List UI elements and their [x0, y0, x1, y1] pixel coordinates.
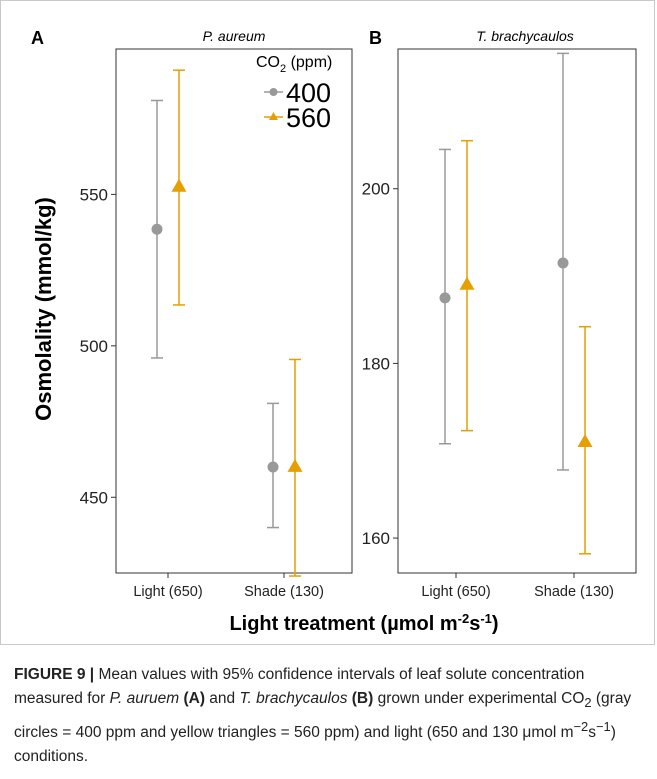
panel-a-ytick-label-1: 500: [80, 337, 108, 356]
panel-b-series-400-0-point: [439, 292, 451, 304]
panel-b-xtick-label-1: Shade (130): [534, 584, 614, 600]
figure-caption: FIGURE 9 | Mean values with 95% confiden…: [14, 663, 644, 769]
figure-panel: Osmolality (mmol/kg) Light treatment (µm…: [0, 0, 655, 645]
legend-400-label: 400: [286, 78, 331, 108]
panel-b-series-560-0-point: [459, 276, 475, 290]
caption-panel-a-ref: (A): [179, 690, 205, 707]
panel-b-series-400-1-point: [557, 257, 569, 269]
caption-species-2: T. brachycaulos: [239, 690, 348, 707]
caption-text-4: (gray circles = 400 ppm and yellow trian…: [14, 690, 632, 742]
legend-title: CO2 (ppm): [256, 54, 332, 75]
panel-a-series-560-1-point: [287, 458, 303, 472]
panel-a-plot-area: [115, 48, 353, 574]
caption-text-1: Mean values with 95% confidence interval…: [14, 666, 585, 707]
legend-item-560: 560: [264, 103, 331, 133]
panel-a-xtick-label-0: Light (650): [133, 584, 202, 600]
panel-a-label: A: [31, 28, 44, 48]
panel-a-series-400-1-point: [267, 461, 279, 473]
caption-text-6: s: [588, 724, 596, 742]
caption-text-2: and: [204, 690, 240, 707]
panel-a-title: P. aureum: [203, 28, 266, 44]
panel-b-ytick-label-2: 200: [362, 180, 390, 199]
panel-b-label: B: [369, 28, 382, 48]
panel-b-series-560-1-point: [577, 433, 593, 447]
caption-text-5: mol m: [531, 724, 574, 742]
caption-text-7: ) conditions.: [14, 724, 616, 766]
caption-mu: μ: [522, 724, 532, 742]
caption-text-3: grown under experimental CO: [373, 690, 585, 707]
panel-a-series-560-0-point: [171, 178, 187, 192]
x-axis-label: Light treatment (µmol m-2s-1): [229, 611, 498, 635]
legend-560-label: 560: [286, 103, 331, 133]
panel-b-plot-area: [397, 48, 637, 574]
panel-b-title: T. brachycaulos: [476, 28, 574, 44]
legend-item-400: 400: [264, 78, 331, 108]
panel-b-ytick-label-1: 180: [362, 354, 390, 373]
legend-560-triangle-icon: [269, 112, 278, 120]
caption-panel-b-ref: (B): [347, 690, 374, 707]
panel-b-ytick-label-0: 160: [362, 529, 390, 548]
legend: CO2 (ppm) 400 560: [256, 54, 332, 133]
legend-400-circle-icon: [269, 88, 278, 96]
caption-figure-label: FIGURE 9 |: [14, 666, 95, 683]
panel-a-series-400-0-point: [151, 223, 163, 235]
panel-a-xtick-label-1: Shade (130): [244, 584, 324, 600]
caption-sup-m2: −2: [573, 719, 589, 735]
panel-a: A P. aureum 450 500 550 Light (650) Shade (1…: [31, 28, 353, 600]
caption-sup-m1: −1: [595, 719, 611, 735]
chart-figure: Osmolality (mmol/kg) Light treatment (µm…: [31, 28, 637, 635]
panel-b: B T. brachycaulos 160 180 200 Light (650) Sh…: [362, 28, 637, 600]
panel-a-ytick-label-0: 450: [80, 488, 108, 507]
panel-b-xtick-label-0: Light (650): [421, 584, 490, 600]
y-axis-label: Osmolality (mmol/kg): [31, 197, 56, 421]
caption-co2-subscript: 2: [584, 695, 592, 711]
panel-a-ytick-label-2: 550: [80, 185, 108, 204]
caption-species-1: P. auruem: [109, 690, 180, 707]
